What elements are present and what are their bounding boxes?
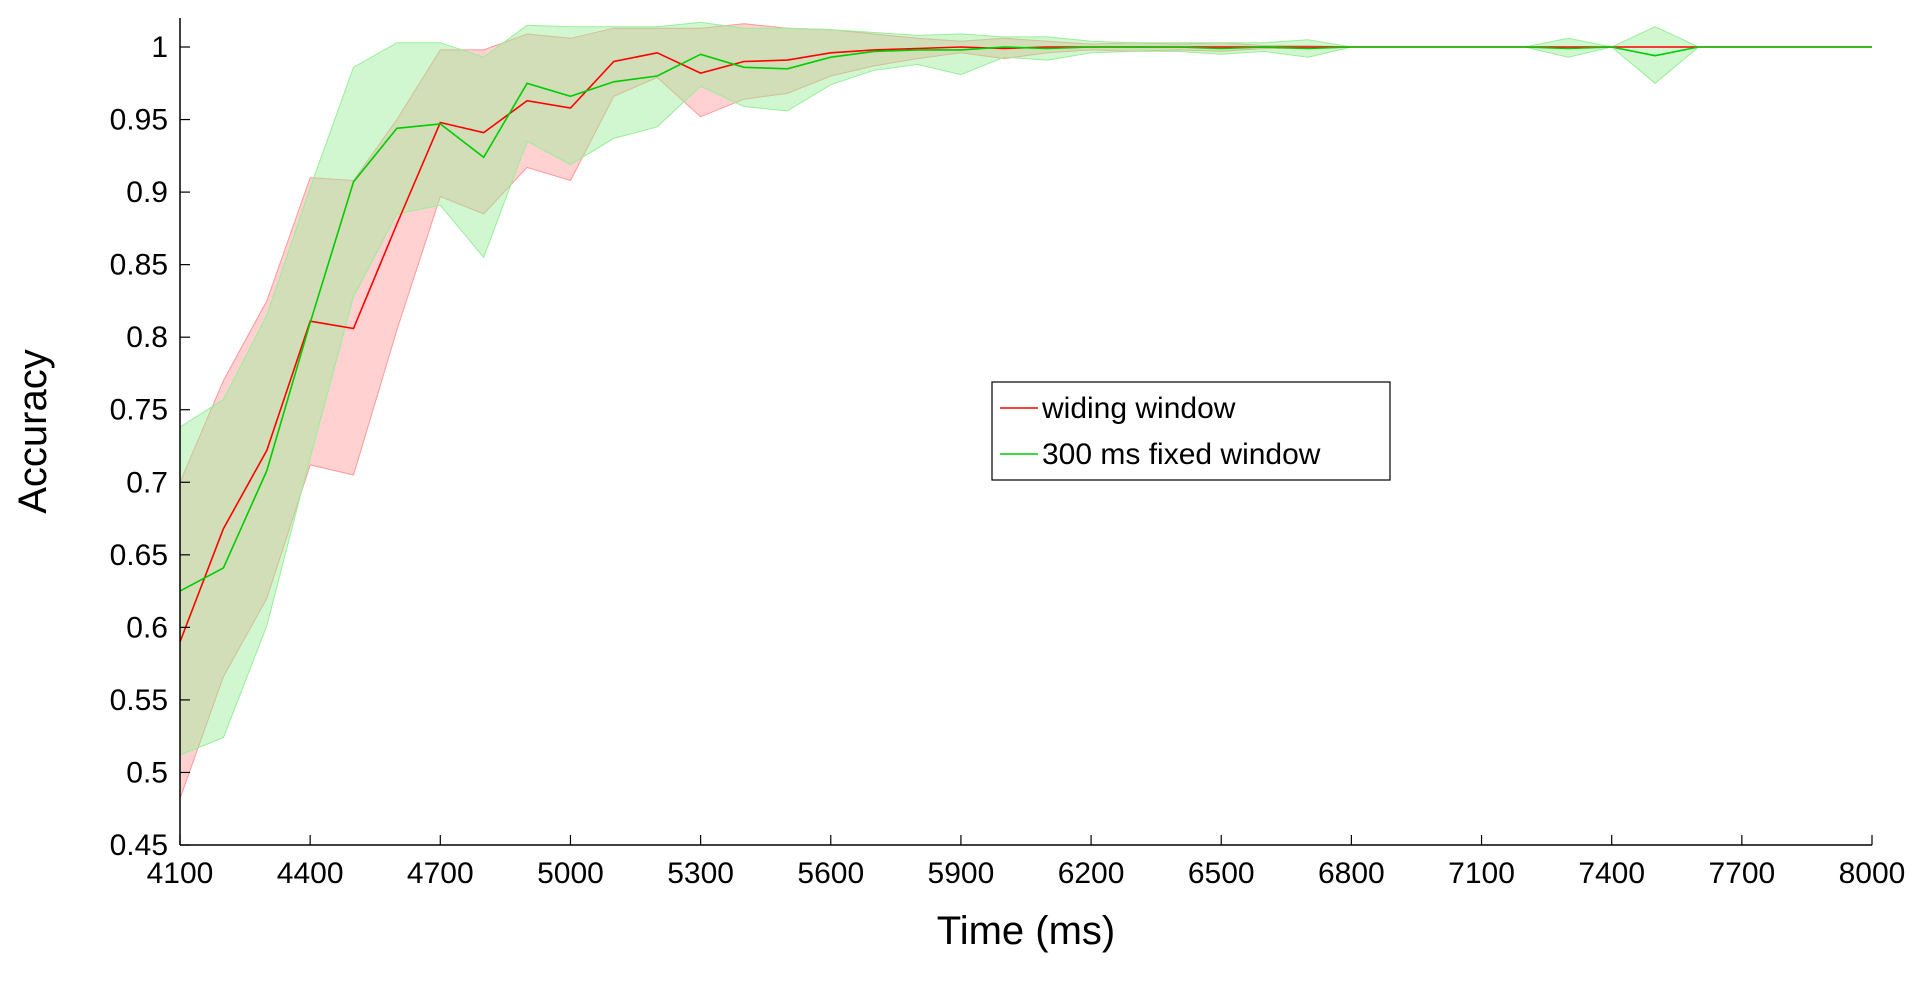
y-tick-label: 0.85: [110, 249, 168, 282]
x-tick-label: 6800: [1318, 857, 1385, 890]
legend: widing window 300 ms fixed window: [992, 382, 1390, 480]
x-tick-label: 6200: [1058, 857, 1125, 890]
legend-label-widing-window: widing window: [1041, 392, 1236, 425]
y-tick-label: 0.55: [110, 684, 168, 717]
x-tick-label: 5600: [797, 857, 864, 890]
x-tick-label: 6500: [1188, 857, 1255, 890]
y-tick-label: 0.6: [126, 611, 168, 644]
y-tick-label: 0.95: [110, 104, 168, 137]
legend-label-300ms-fixed-window: 300 ms fixed window: [1042, 438, 1321, 471]
y-tick-label: 0.75: [110, 394, 168, 427]
y-tick-label: 0.45: [110, 829, 168, 862]
x-tick-label: 8000: [1839, 857, 1906, 890]
x-tick-label: 4700: [407, 857, 474, 890]
y-tick-label: 0.9: [126, 176, 168, 209]
x-tick-label: 5300: [667, 857, 734, 890]
y-tick-label: 1: [151, 31, 168, 64]
y-tick-label: 0.65: [110, 539, 168, 572]
x-axis-title: Time (ms): [937, 909, 1115, 953]
y-tick-label: 0.5: [126, 756, 168, 789]
y-tick-label: 0.8: [126, 321, 168, 354]
x-tick-label: 7100: [1448, 857, 1515, 890]
x-tick-label: 5900: [928, 857, 995, 890]
y-tick-label: 0.7: [126, 466, 168, 499]
y-axis-title: Accuracy: [11, 349, 55, 514]
x-tick-label: 7400: [1578, 857, 1645, 890]
x-tick-label: 5000: [537, 857, 604, 890]
x-tick-label: 7700: [1708, 857, 1775, 890]
x-tick-label: 4400: [277, 857, 344, 890]
